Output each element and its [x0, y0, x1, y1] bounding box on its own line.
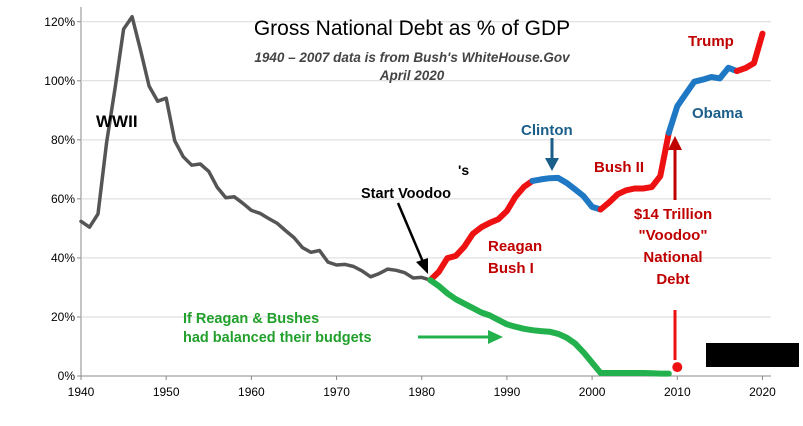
- annotation-voodoo-4: Debt: [656, 271, 689, 288]
- arrow-voodoo-up: [668, 136, 682, 200]
- arrow-clinton: [545, 138, 559, 171]
- x-tick-label: 1990: [494, 385, 521, 399]
- x-tick-label: 1980: [408, 385, 435, 399]
- series-line-5: [733, 30, 766, 75]
- x-tick-labels: 1940 1950 1960 1970 1980 1990 2000 2010 2020: [68, 376, 776, 399]
- chart-subtitle-1: 1940 – 2007 data is from Bush's WhiteHou…: [254, 50, 571, 65]
- x-tick-label: 2010: [664, 385, 691, 399]
- y-tick-label: 80%: [51, 133, 75, 147]
- annotation-start-voodoo: Start Voodoo: [361, 186, 451, 202]
- series-line-4: [665, 64, 740, 136]
- annotation-wwii: WWII: [96, 112, 138, 131]
- y-tick-labels: 0% 20% 40% 60% 80% 100% 120%: [44, 15, 81, 383]
- annotation-stray-mark: 's: [458, 162, 469, 178]
- annotation-clinton: Clinton: [521, 122, 573, 139]
- annotation-bush1: Bush I: [488, 260, 534, 277]
- annotation-voodoo-3: National: [643, 249, 702, 266]
- annotation-balanced-2: had balanced their budgets: [183, 330, 372, 346]
- series-line-1: [427, 177, 536, 284]
- y-tick-label: 40%: [51, 251, 75, 265]
- annotation-obama: Obama: [692, 105, 744, 122]
- gridlines: [81, 21, 771, 318]
- annotation-balanced-1: If Reagan & Bushes: [183, 311, 319, 327]
- annotation-bush2: Bush II: [594, 159, 644, 176]
- voodoo-dot: [672, 362, 683, 373]
- x-tick-label: 1970: [323, 385, 350, 399]
- y-tick-label: 20%: [51, 310, 75, 324]
- x-tick-label: 1960: [238, 385, 265, 399]
- series-line-2: [529, 174, 604, 213]
- annotation-trump: Trump: [688, 33, 734, 50]
- arrow-start-voodoo: [396, 202, 428, 274]
- x-tick-label: 1940: [68, 385, 95, 399]
- x-tick-label: 2020: [749, 385, 776, 399]
- x-tick-label: 2000: [579, 385, 606, 399]
- series-line-3: [597, 129, 672, 213]
- x-tick-label: 1950: [153, 385, 180, 399]
- y-tick-label: 100%: [44, 74, 75, 88]
- y-tick-label: 0%: [58, 369, 76, 383]
- annotation-voodoo-2: "Voodoo": [639, 227, 708, 244]
- y-tick-label: 120%: [44, 15, 75, 29]
- annotation-voodoo-1: $14 Trillion: [634, 206, 712, 223]
- series-line-6: [427, 277, 672, 377]
- arrow-balanced: [418, 330, 503, 344]
- chart-title: Gross National Debt as % of GDP: [254, 17, 570, 40]
- chart-subtitle-2: April 2020: [379, 68, 445, 83]
- redaction-box: [706, 343, 799, 367]
- y-tick-label: 60%: [51, 192, 75, 206]
- annotation-reagan: Reagan: [488, 238, 542, 255]
- series-layer: [79, 14, 766, 377]
- series-line-0: [79, 14, 433, 282]
